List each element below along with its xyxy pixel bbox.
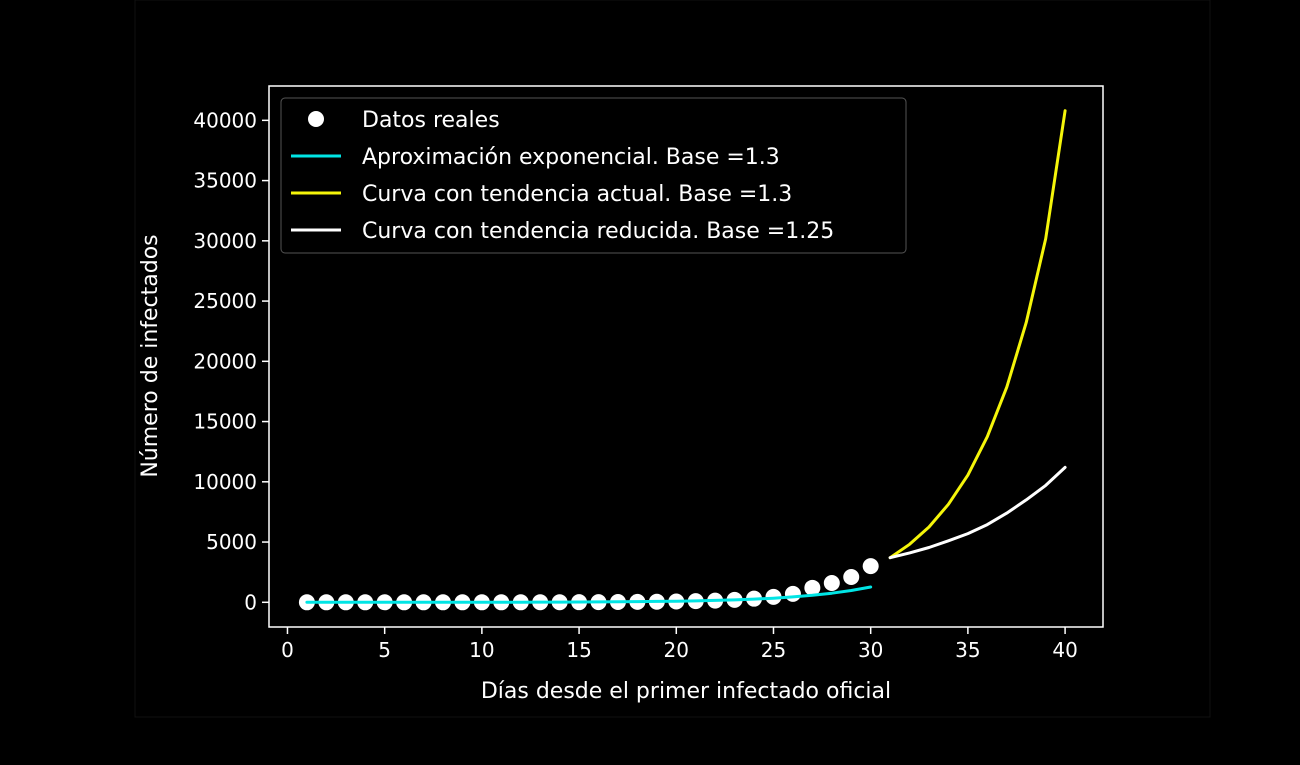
legend-marker <box>308 111 324 127</box>
data-point <box>784 585 801 602</box>
x-tick-label: 20 <box>664 638 689 662</box>
plot-area <box>268 85 1104 628</box>
legend-frame <box>280 97 907 254</box>
data-point <box>823 575 840 592</box>
y-tick-label: 25000 <box>193 289 257 313</box>
x-tick-label: 40 <box>1052 638 1077 662</box>
series-line-3 <box>888 109 1067 560</box>
x-tick-label: 30 <box>858 638 883 662</box>
series-line-4 <box>888 465 1067 560</box>
y-tick-label: 10000 <box>193 470 257 494</box>
x-tick-label: 15 <box>566 638 591 662</box>
y-tick-label: 30000 <box>193 229 257 253</box>
y-tick-label: 15000 <box>193 410 257 434</box>
y-tick-label: 0 <box>244 590 257 614</box>
data-point <box>804 579 821 596</box>
y-tick-label: 20000 <box>193 349 257 373</box>
y-axis: 0 5000 10000 15000 20000 25000 30000 35000 40000 <box>193 108 269 614</box>
legend: Datos reales Aproximación exponencial. Ba… <box>280 97 907 254</box>
legend-label: Curva con tendencia reducida. Base =1.25 <box>362 219 834 244</box>
data-point <box>843 568 860 585</box>
x-tick-label: 35 <box>955 638 980 662</box>
series-line-2 <box>305 585 873 604</box>
data-point <box>862 558 879 575</box>
x-tick-label: 25 <box>761 638 786 662</box>
legend-label: Aproximación exponencial. Base =1.3 <box>362 145 780 170</box>
y-tick-label: 40000 <box>193 108 257 132</box>
x-tick-label: 10 <box>469 638 494 662</box>
x-tick-label: 5 <box>378 638 391 662</box>
y-tick-label: 5000 <box>206 530 257 554</box>
x-axis: 0 5 10 15 20 25 30 35 40 <box>281 627 1078 662</box>
y-tick-label: 35000 <box>193 169 257 193</box>
legend-label: Datos reales <box>362 108 500 133</box>
y-axis-label: Número de infectados <box>138 234 163 477</box>
x-tick-label: 0 <box>281 638 294 662</box>
legend-label: Curva con tendencia actual. Base =1.3 <box>362 182 792 207</box>
x-axis-label: Días desde el primer infectado oficial <box>481 679 891 704</box>
series-layer <box>298 109 1067 611</box>
plot-frame <box>268 85 1104 628</box>
